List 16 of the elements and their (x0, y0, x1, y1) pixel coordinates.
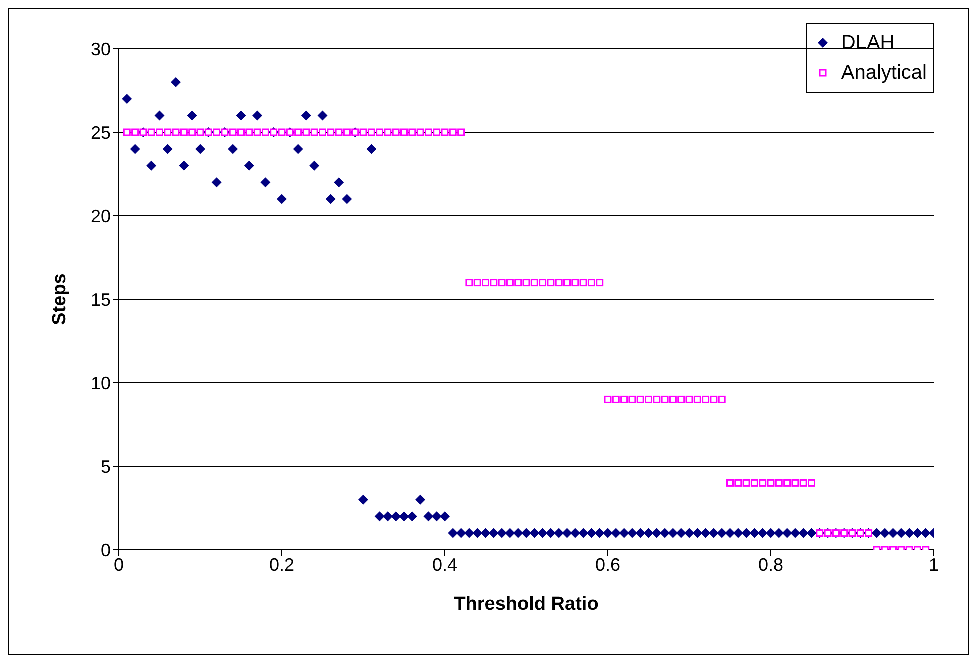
y-tick-label: 10 (90, 373, 111, 394)
x-tick-label: 0 (114, 554, 124, 575)
x-tick-label: 0.4 (432, 554, 458, 575)
x-tick-label: 0.2 (269, 554, 295, 575)
y-tick-label: 30 (90, 39, 111, 60)
y-tick-label: 25 (90, 122, 111, 143)
legend-label: Analytical (841, 62, 927, 84)
y-tick-label: 20 (90, 206, 111, 226)
x-tick-label: 0.8 (758, 554, 784, 575)
y-axis-title: Steps (50, 274, 71, 326)
x-axis-title: Threshold Ratio (454, 594, 599, 615)
y-tick-label: 0 (100, 540, 111, 560)
x-tick-label: 0.6 (595, 554, 621, 575)
x-tick-label: 1 (928, 554, 940, 575)
y-tick-label: 5 (100, 456, 111, 477)
y-tick-label: 15 (90, 290, 111, 310)
